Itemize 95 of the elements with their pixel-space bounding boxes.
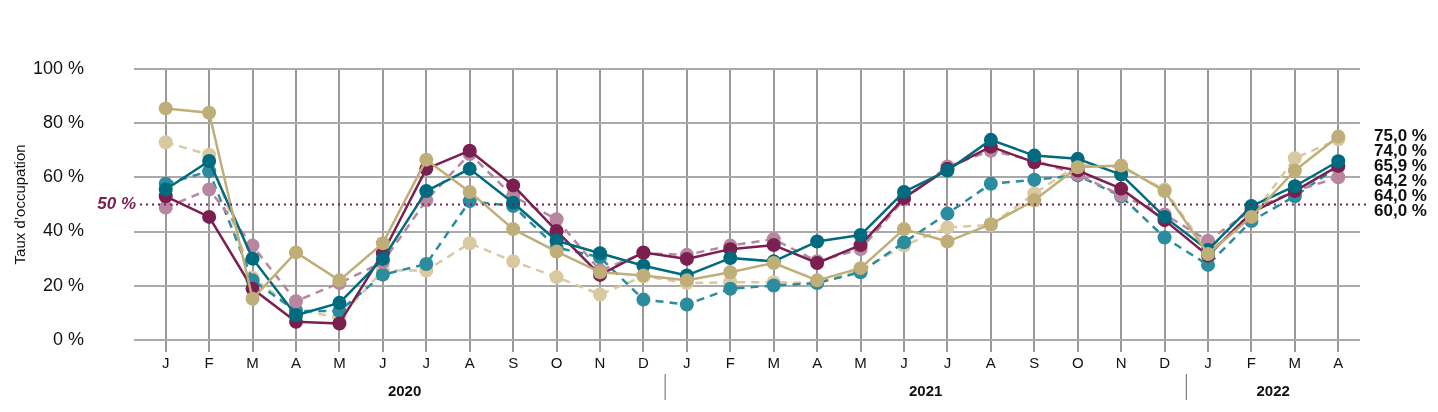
x-tick-label: M	[854, 354, 867, 372]
x-tick-label: S	[508, 354, 519, 372]
x-tick-label: M	[767, 354, 780, 372]
point	[593, 287, 607, 302]
point	[549, 212, 564, 227]
x-tick-label: A	[985, 354, 996, 372]
x-tick-label: A	[812, 354, 823, 372]
point	[1027, 172, 1042, 187]
point	[506, 195, 521, 210]
point	[375, 251, 390, 266]
point	[506, 222, 521, 237]
x-tick-label: J	[1204, 354, 1212, 372]
x-tick-label: S	[1029, 354, 1040, 372]
point	[506, 254, 521, 269]
x-tick-label: M	[1288, 354, 1302, 372]
y-tick-label: 100 %	[32, 57, 84, 78]
x-tick-label: O	[550, 354, 563, 372]
x-tick-label: N	[1115, 354, 1127, 372]
point	[636, 292, 651, 307]
point	[202, 182, 217, 197]
text: 2022	[1256, 382, 1290, 400]
x-tick-label: M	[333, 354, 346, 372]
x-tick-label: M	[246, 354, 259, 372]
x-tick-label: J	[943, 354, 952, 372]
x-tick-label: J	[900, 354, 908, 372]
point	[940, 220, 955, 235]
point	[593, 246, 607, 261]
x-tick-label: N	[594, 354, 606, 372]
point	[983, 176, 998, 191]
point	[679, 251, 694, 266]
point	[332, 295, 347, 310]
point	[940, 234, 955, 249]
point	[897, 222, 911, 237]
point	[202, 105, 217, 120]
point	[462, 161, 477, 176]
x-tick-label: J	[161, 354, 170, 372]
x-tick-label: O	[1071, 354, 1084, 372]
point	[940, 206, 955, 221]
text: 2020	[387, 382, 422, 400]
point	[810, 234, 825, 249]
x-tick-label: J	[683, 354, 691, 372]
y-tick-label: 60 %	[42, 166, 84, 187]
point	[679, 297, 694, 312]
y-axis-title: Taux d’occupation	[11, 144, 29, 265]
x-tick-label: J	[379, 354, 387, 372]
x-tick-label: F	[1246, 354, 1257, 372]
point	[1287, 163, 1302, 178]
x-tick-label: A	[464, 354, 475, 372]
y-tick-label: 0 %	[52, 328, 84, 349]
point	[1157, 230, 1172, 245]
point	[462, 236, 477, 251]
point	[549, 270, 564, 285]
point	[419, 184, 434, 199]
point	[289, 308, 303, 323]
x-tick-label: A	[1333, 354, 1344, 372]
y-tick-label: 40 %	[42, 220, 84, 241]
x-tick-label: F	[725, 354, 735, 372]
x-tick-label: D	[638, 354, 650, 372]
point	[245, 291, 260, 306]
point	[419, 152, 434, 167]
y-tick-label: 80 %	[42, 112, 84, 133]
point	[549, 244, 564, 259]
point	[1027, 193, 1042, 208]
point	[419, 257, 434, 272]
point	[1114, 181, 1129, 196]
x-tick-label: A	[290, 354, 302, 372]
y-tick-label: 20 %	[42, 274, 84, 295]
point	[766, 238, 781, 253]
point	[158, 135, 173, 150]
point	[245, 251, 260, 266]
point	[983, 132, 998, 147]
point	[506, 178, 521, 193]
point	[1287, 151, 1302, 166]
point	[375, 236, 390, 251]
point	[1027, 148, 1042, 163]
point	[723, 251, 738, 266]
point	[158, 101, 173, 116]
x-tick-label: D	[1159, 354, 1171, 372]
point	[289, 294, 303, 309]
point	[853, 228, 868, 243]
point	[723, 265, 738, 280]
text: 2021	[909, 382, 943, 400]
point	[897, 184, 911, 199]
point	[202, 154, 217, 169]
point	[375, 267, 390, 282]
point	[1287, 179, 1302, 194]
ref-line-label: 50 %	[97, 194, 136, 214]
x-tick-label: J	[422, 354, 431, 372]
point	[289, 245, 303, 260]
point	[158, 182, 173, 197]
point	[723, 281, 738, 296]
point	[462, 184, 477, 199]
x-tick-label: F	[204, 354, 214, 372]
point	[1331, 154, 1346, 169]
point	[202, 209, 217, 224]
